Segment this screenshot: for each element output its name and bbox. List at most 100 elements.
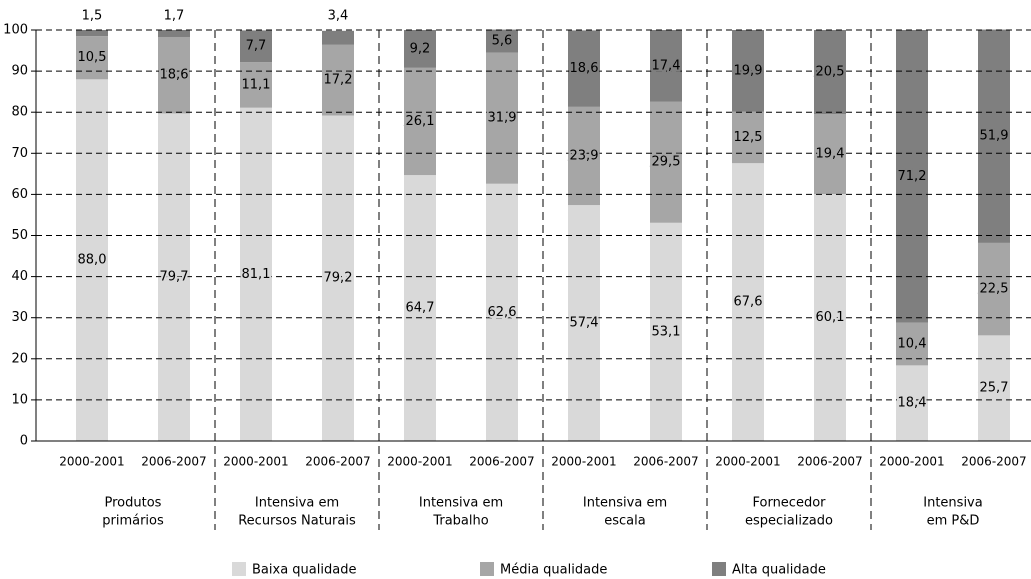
x-tick-label: 2006-2007 xyxy=(961,455,1026,469)
data-label: 79,2 xyxy=(324,271,353,286)
x-tick-label: 2006-2007 xyxy=(141,455,206,469)
bar-segment xyxy=(158,30,190,37)
bar-segment xyxy=(978,29,1010,243)
data-label: 12,5 xyxy=(734,130,763,145)
data-label: 25,7 xyxy=(980,381,1009,396)
bar-segment xyxy=(896,322,928,366)
group-label: especializado xyxy=(745,514,833,529)
y-tick-label: 40 xyxy=(11,269,28,284)
legend-swatch xyxy=(480,562,494,576)
group-label: escala xyxy=(604,514,645,529)
bar-segment xyxy=(322,115,354,441)
group-label: Intensiva xyxy=(923,496,982,511)
x-tick-label: 2000-2001 xyxy=(715,455,780,469)
data-label: 51,9 xyxy=(980,129,1009,144)
y-tick-label: 100 xyxy=(3,23,28,38)
data-label: 81,1 xyxy=(242,267,271,282)
bar-segment xyxy=(76,79,108,441)
data-label: 1,5 xyxy=(82,9,103,24)
bar-segment xyxy=(322,30,354,45)
x-tick-label: 2000-2001 xyxy=(223,455,288,469)
data-label: 20,5 xyxy=(816,65,845,80)
data-label: 1,7 xyxy=(164,9,185,24)
bar-segment xyxy=(240,107,272,441)
data-label: 23,9 xyxy=(570,148,599,163)
group-label: Intensiva em xyxy=(255,496,339,511)
data-label: 7,7 xyxy=(246,39,267,54)
data-label: 10,4 xyxy=(898,337,927,352)
bar-segment xyxy=(76,30,108,37)
bar-segment xyxy=(568,30,600,107)
y-tick-label: 70 xyxy=(11,146,28,161)
data-label: 9,2 xyxy=(410,41,431,56)
data-label: 18,6 xyxy=(570,61,599,76)
y-tick-label: 80 xyxy=(11,105,28,120)
legend-label: Alta qualidade xyxy=(732,563,826,578)
x-tick-label: 2000-2001 xyxy=(879,455,944,469)
bar-segment xyxy=(404,30,436,68)
bar-segment xyxy=(896,365,928,441)
legend-label: Média qualidade xyxy=(500,563,607,578)
x-tick-label: 2000-2001 xyxy=(551,455,616,469)
data-label: 31,9 xyxy=(488,111,517,126)
bar-segment xyxy=(978,335,1010,441)
group-label: Recursos Naturais xyxy=(238,514,356,529)
bar-segment xyxy=(568,106,600,206)
bar-segment xyxy=(732,111,764,164)
data-label: 17,2 xyxy=(324,73,353,88)
data-label: 18,6 xyxy=(160,68,189,83)
legend-swatch xyxy=(712,562,726,576)
bar-segment xyxy=(158,36,190,114)
data-label: 53,1 xyxy=(652,324,681,339)
data-label: 5,6 xyxy=(492,34,513,49)
y-tick-label: 50 xyxy=(11,228,28,243)
x-tick-label: 2006-2007 xyxy=(633,455,698,469)
bar-segment xyxy=(486,183,518,442)
bar-segment xyxy=(978,242,1010,336)
data-label: 11,1 xyxy=(242,77,271,92)
group-label: em P&D xyxy=(927,514,980,529)
bar-segment xyxy=(404,175,436,441)
y-tick-label: 10 xyxy=(11,392,28,407)
bar-segment xyxy=(896,30,928,323)
legend-swatch xyxy=(232,562,246,576)
data-label: 22,5 xyxy=(980,282,1009,297)
bar-segment xyxy=(158,113,190,442)
group-label: Fornecedor xyxy=(752,496,826,511)
bar-segment xyxy=(240,30,272,63)
data-label: 57,4 xyxy=(570,316,599,331)
bar-segment xyxy=(814,114,846,194)
y-tick-label: 90 xyxy=(11,64,28,79)
data-label: 19,9 xyxy=(734,63,763,78)
bar-segment xyxy=(486,52,518,184)
bar-segment xyxy=(650,222,682,441)
data-label: 62,6 xyxy=(488,305,517,320)
bar-segment xyxy=(650,30,682,102)
data-label: 26,1 xyxy=(406,114,435,129)
data-label: 29,5 xyxy=(652,155,681,170)
legend-label: Baixa qualidade xyxy=(252,563,356,578)
bar-segment xyxy=(322,44,354,116)
bar-segment xyxy=(486,29,518,53)
x-tick-label: 2000-2001 xyxy=(59,455,124,469)
bar-segment xyxy=(568,205,600,441)
bar-segment xyxy=(814,30,846,115)
bar-segment xyxy=(76,36,108,80)
x-tick-label: 2006-2007 xyxy=(305,455,370,469)
group-label: primários xyxy=(102,514,164,529)
bar-segment xyxy=(240,62,272,108)
data-label: 17,4 xyxy=(652,58,681,73)
bar-segment xyxy=(650,101,682,223)
x-tick-label: 2006-2007 xyxy=(797,455,862,469)
data-label: 79,7 xyxy=(160,270,189,285)
x-tick-label: 2000-2001 xyxy=(387,455,452,469)
data-label: 88,0 xyxy=(78,253,107,268)
bar-segment xyxy=(404,67,436,176)
group-label: Trabalho xyxy=(432,514,488,529)
bar-segment xyxy=(732,163,764,441)
data-label: 64,7 xyxy=(406,301,435,316)
y-tick-label: 20 xyxy=(11,351,28,366)
group-label: Produtos xyxy=(105,496,162,511)
data-label: 71,2 xyxy=(898,169,927,184)
group-label: Intensiva em xyxy=(419,496,503,511)
